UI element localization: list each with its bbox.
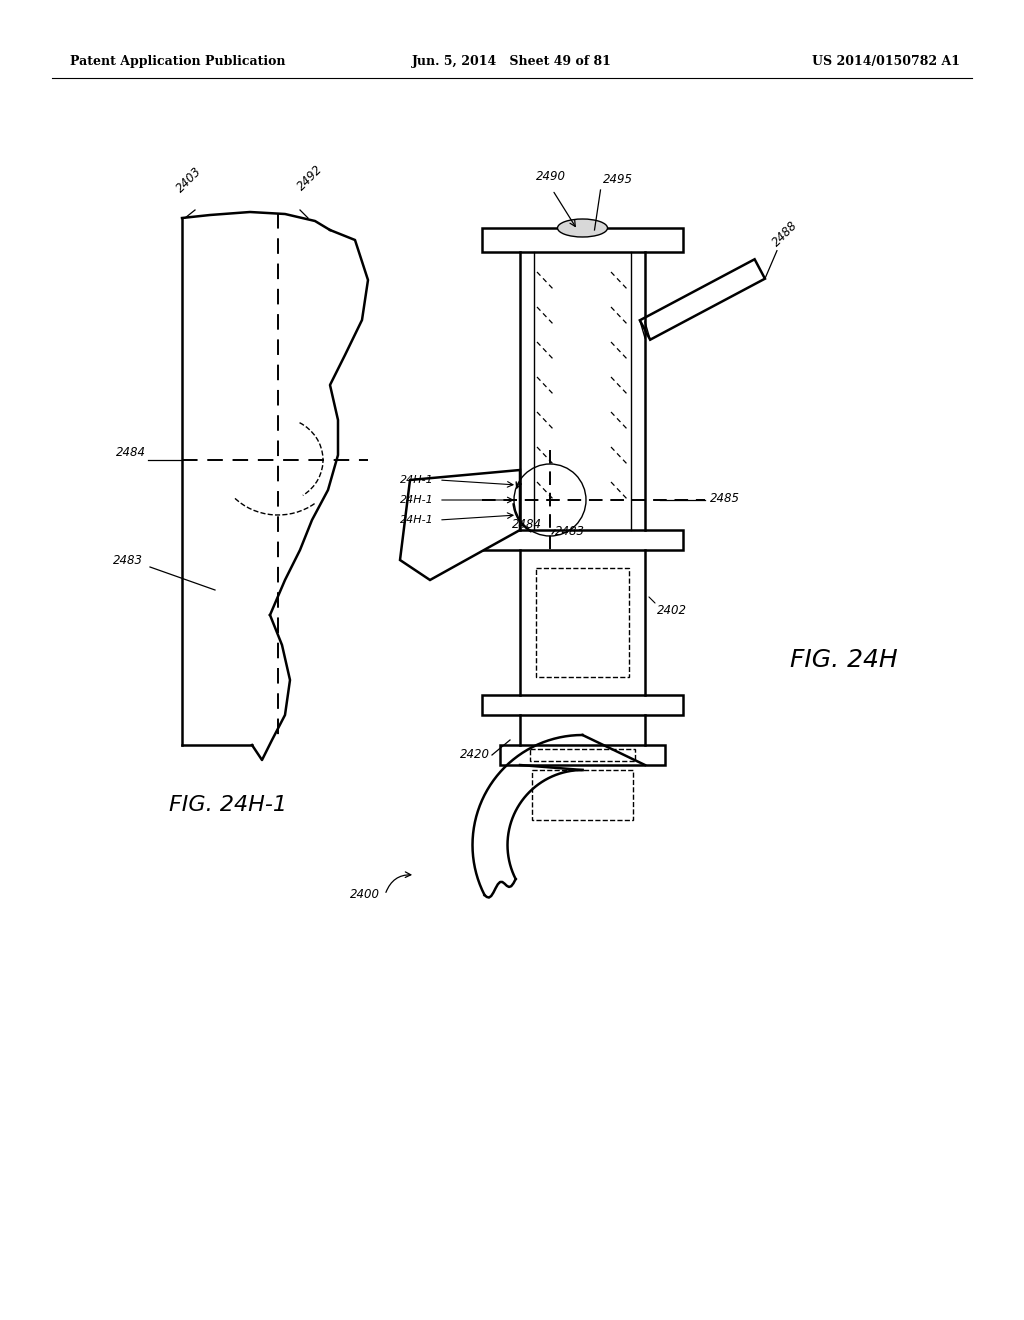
Text: FIG. 24H-1: FIG. 24H-1 xyxy=(169,795,287,814)
Polygon shape xyxy=(482,531,683,550)
Polygon shape xyxy=(400,470,520,579)
Text: 24H-1: 24H-1 xyxy=(400,515,434,525)
Text: 2495: 2495 xyxy=(602,173,633,186)
Polygon shape xyxy=(482,696,683,715)
Text: 2400: 2400 xyxy=(350,888,380,902)
Text: 2484: 2484 xyxy=(116,446,146,459)
Text: 2485: 2485 xyxy=(710,491,740,504)
Text: US 2014/0150782 A1: US 2014/0150782 A1 xyxy=(812,55,961,69)
Polygon shape xyxy=(482,228,683,252)
Polygon shape xyxy=(500,744,665,766)
Text: 2492: 2492 xyxy=(295,162,326,193)
Text: 2484: 2484 xyxy=(512,517,542,531)
Text: 24H-1: 24H-1 xyxy=(400,495,434,506)
Text: 2488: 2488 xyxy=(770,218,801,248)
Text: 2403: 2403 xyxy=(174,165,205,195)
Text: Patent Application Publication: Patent Application Publication xyxy=(70,55,286,69)
Text: 24H-1: 24H-1 xyxy=(400,475,434,484)
Text: FIG. 24H: FIG. 24H xyxy=(790,648,898,672)
Polygon shape xyxy=(640,259,765,339)
Ellipse shape xyxy=(557,219,607,238)
Text: 2490: 2490 xyxy=(536,170,565,183)
Text: 2402: 2402 xyxy=(657,603,687,616)
Text: 2483: 2483 xyxy=(555,525,585,539)
Text: 2483: 2483 xyxy=(113,553,143,566)
Text: 2420: 2420 xyxy=(460,748,490,762)
Text: Jun. 5, 2014   Sheet 49 of 81: Jun. 5, 2014 Sheet 49 of 81 xyxy=(412,55,612,69)
